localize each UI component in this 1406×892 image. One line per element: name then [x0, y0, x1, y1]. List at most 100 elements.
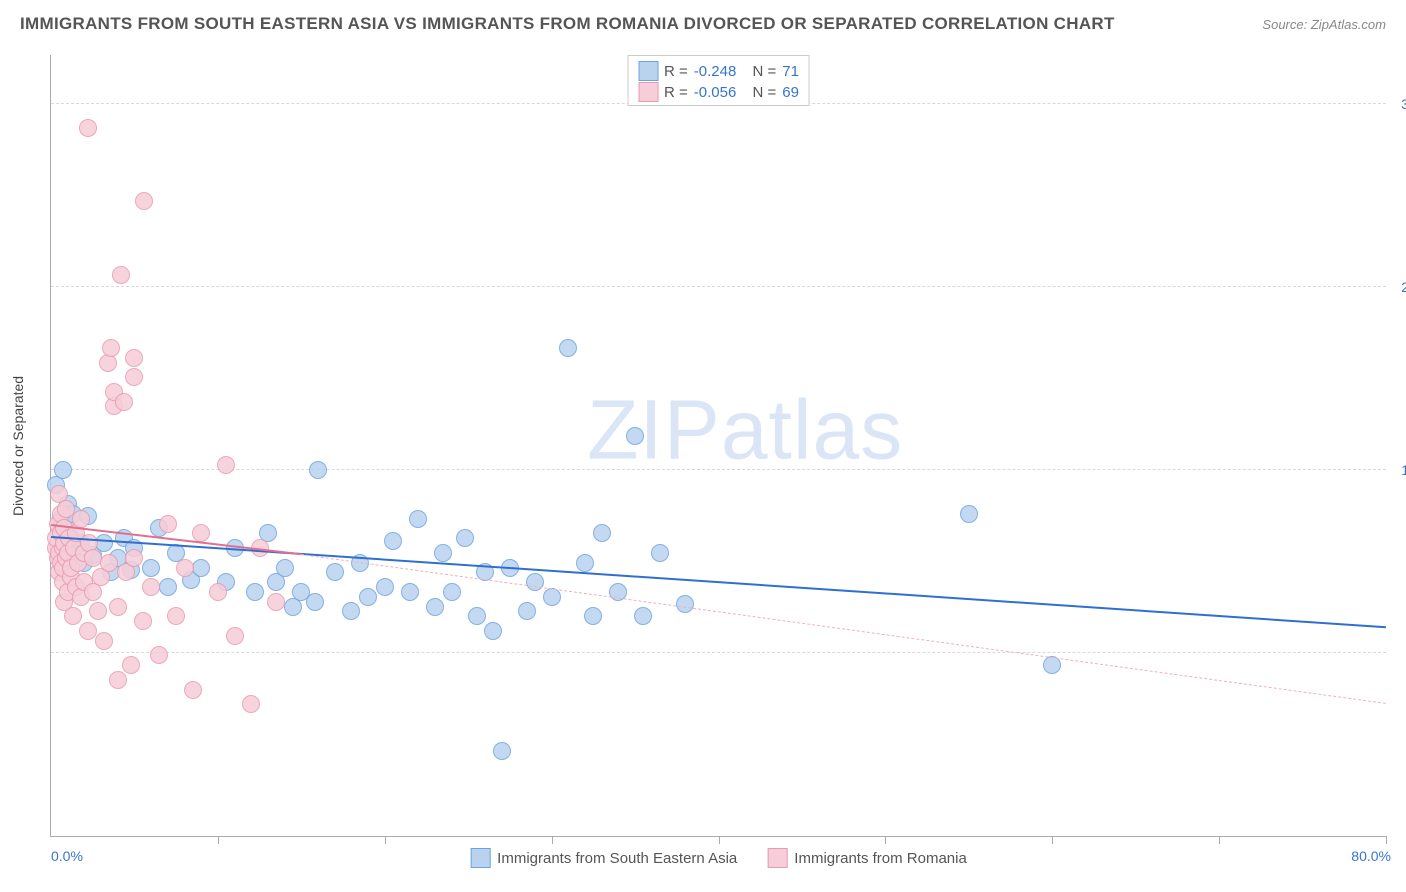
legend-swatch-series-a — [638, 61, 658, 81]
data-point — [125, 549, 143, 567]
data-point — [626, 427, 644, 445]
data-point — [100, 554, 118, 572]
x-tick — [719, 836, 720, 844]
data-point — [79, 622, 97, 640]
data-point — [95, 632, 113, 650]
data-point — [167, 607, 185, 625]
data-point — [401, 583, 419, 601]
data-point — [543, 588, 561, 606]
data-point — [109, 598, 127, 616]
data-point — [576, 554, 594, 572]
data-point — [192, 559, 210, 577]
correlation-legend-box: R = -0.248 N = 71 R = -0.056 N = 69 — [627, 55, 810, 106]
data-point — [426, 598, 444, 616]
data-point — [54, 461, 72, 479]
data-point — [559, 339, 577, 357]
data-point — [518, 602, 536, 620]
x-tick — [552, 836, 553, 844]
bottom-legend-item-a: Immigrants from South Eastern Asia — [470, 848, 737, 868]
data-point — [84, 549, 102, 567]
data-point — [112, 266, 130, 284]
x-tick — [385, 836, 386, 844]
x-axis-min-label: 0.0% — [51, 848, 83, 864]
data-point — [79, 119, 97, 137]
x-tick — [1386, 836, 1387, 844]
legend-swatch-series-b — [638, 82, 658, 102]
data-point — [125, 368, 143, 386]
y-tick-label: 22.5% — [1391, 279, 1406, 295]
data-point — [226, 627, 244, 645]
data-point — [246, 583, 264, 601]
data-point — [267, 593, 285, 611]
data-point — [409, 510, 427, 528]
data-point — [593, 524, 611, 542]
data-point — [209, 583, 227, 601]
legend-row-series-b: R = -0.056 N = 69 — [638, 82, 799, 102]
source-attribution: Source: ZipAtlas.com — [1262, 17, 1386, 32]
data-point — [242, 695, 260, 713]
data-point — [115, 393, 133, 411]
source-value: ZipAtlas.com — [1311, 17, 1386, 32]
scatter-plot-area: ZIPatlas R = -0.248 N = 71 R = -0.056 N … — [50, 55, 1386, 837]
legend-r-value-a: -0.248 — [694, 63, 737, 80]
chart-title: IMMIGRANTS FROM SOUTH EASTERN ASIA VS IM… — [20, 14, 1115, 34]
legend-n-label: N = — [753, 84, 777, 101]
data-point — [109, 671, 127, 689]
data-point — [443, 583, 461, 601]
data-point — [159, 515, 177, 533]
data-point — [150, 646, 168, 664]
data-point — [72, 510, 90, 528]
data-point — [526, 573, 544, 591]
data-point — [584, 607, 602, 625]
x-tick — [1219, 836, 1220, 844]
legend-r-label: R = — [664, 63, 688, 80]
data-point — [468, 607, 486, 625]
data-point — [89, 602, 107, 620]
data-point — [960, 505, 978, 523]
bottom-legend-item-b: Immigrants from Romania — [767, 848, 967, 868]
data-point — [184, 681, 202, 699]
y-tick-label: 7.5% — [1391, 645, 1406, 661]
data-point — [122, 656, 140, 674]
source-label: Source: — [1262, 17, 1307, 32]
x-tick — [218, 836, 219, 844]
x-tick — [885, 836, 886, 844]
x-tick — [1052, 836, 1053, 844]
data-point — [192, 524, 210, 542]
data-point — [176, 559, 194, 577]
legend-n-value-a: 71 — [782, 63, 799, 80]
data-point — [493, 742, 511, 760]
data-point — [651, 544, 669, 562]
data-point — [142, 559, 160, 577]
data-point — [102, 339, 120, 357]
data-point — [359, 588, 377, 606]
data-point — [376, 578, 394, 596]
data-point — [135, 192, 153, 210]
title-bar: IMMIGRANTS FROM SOUTH EASTERN ASIA VS IM… — [20, 14, 1386, 34]
data-point — [676, 595, 694, 613]
data-point — [125, 349, 143, 367]
data-point — [456, 529, 474, 547]
legend-n-value-b: 69 — [782, 84, 799, 101]
data-point — [434, 544, 452, 562]
data-point — [64, 607, 82, 625]
data-point — [306, 593, 324, 611]
bottom-swatch-b — [767, 848, 787, 868]
gridline — [51, 469, 1386, 470]
bottom-legend-label-b: Immigrants from Romania — [794, 850, 967, 867]
trend-line — [301, 554, 1386, 704]
data-point — [159, 578, 177, 596]
data-point — [217, 456, 235, 474]
bottom-legend-label-a: Immigrants from South Eastern Asia — [497, 850, 737, 867]
legend-r-value-b: -0.056 — [694, 84, 737, 101]
data-point — [384, 532, 402, 550]
gridline — [51, 652, 1386, 653]
data-point — [142, 578, 160, 596]
data-point — [342, 602, 360, 620]
data-point — [309, 461, 327, 479]
data-point — [634, 607, 652, 625]
data-point — [326, 563, 344, 581]
legend-n-label: N = — [753, 63, 777, 80]
bottom-legend: Immigrants from South Eastern Asia Immig… — [470, 848, 967, 868]
data-point — [134, 612, 152, 630]
